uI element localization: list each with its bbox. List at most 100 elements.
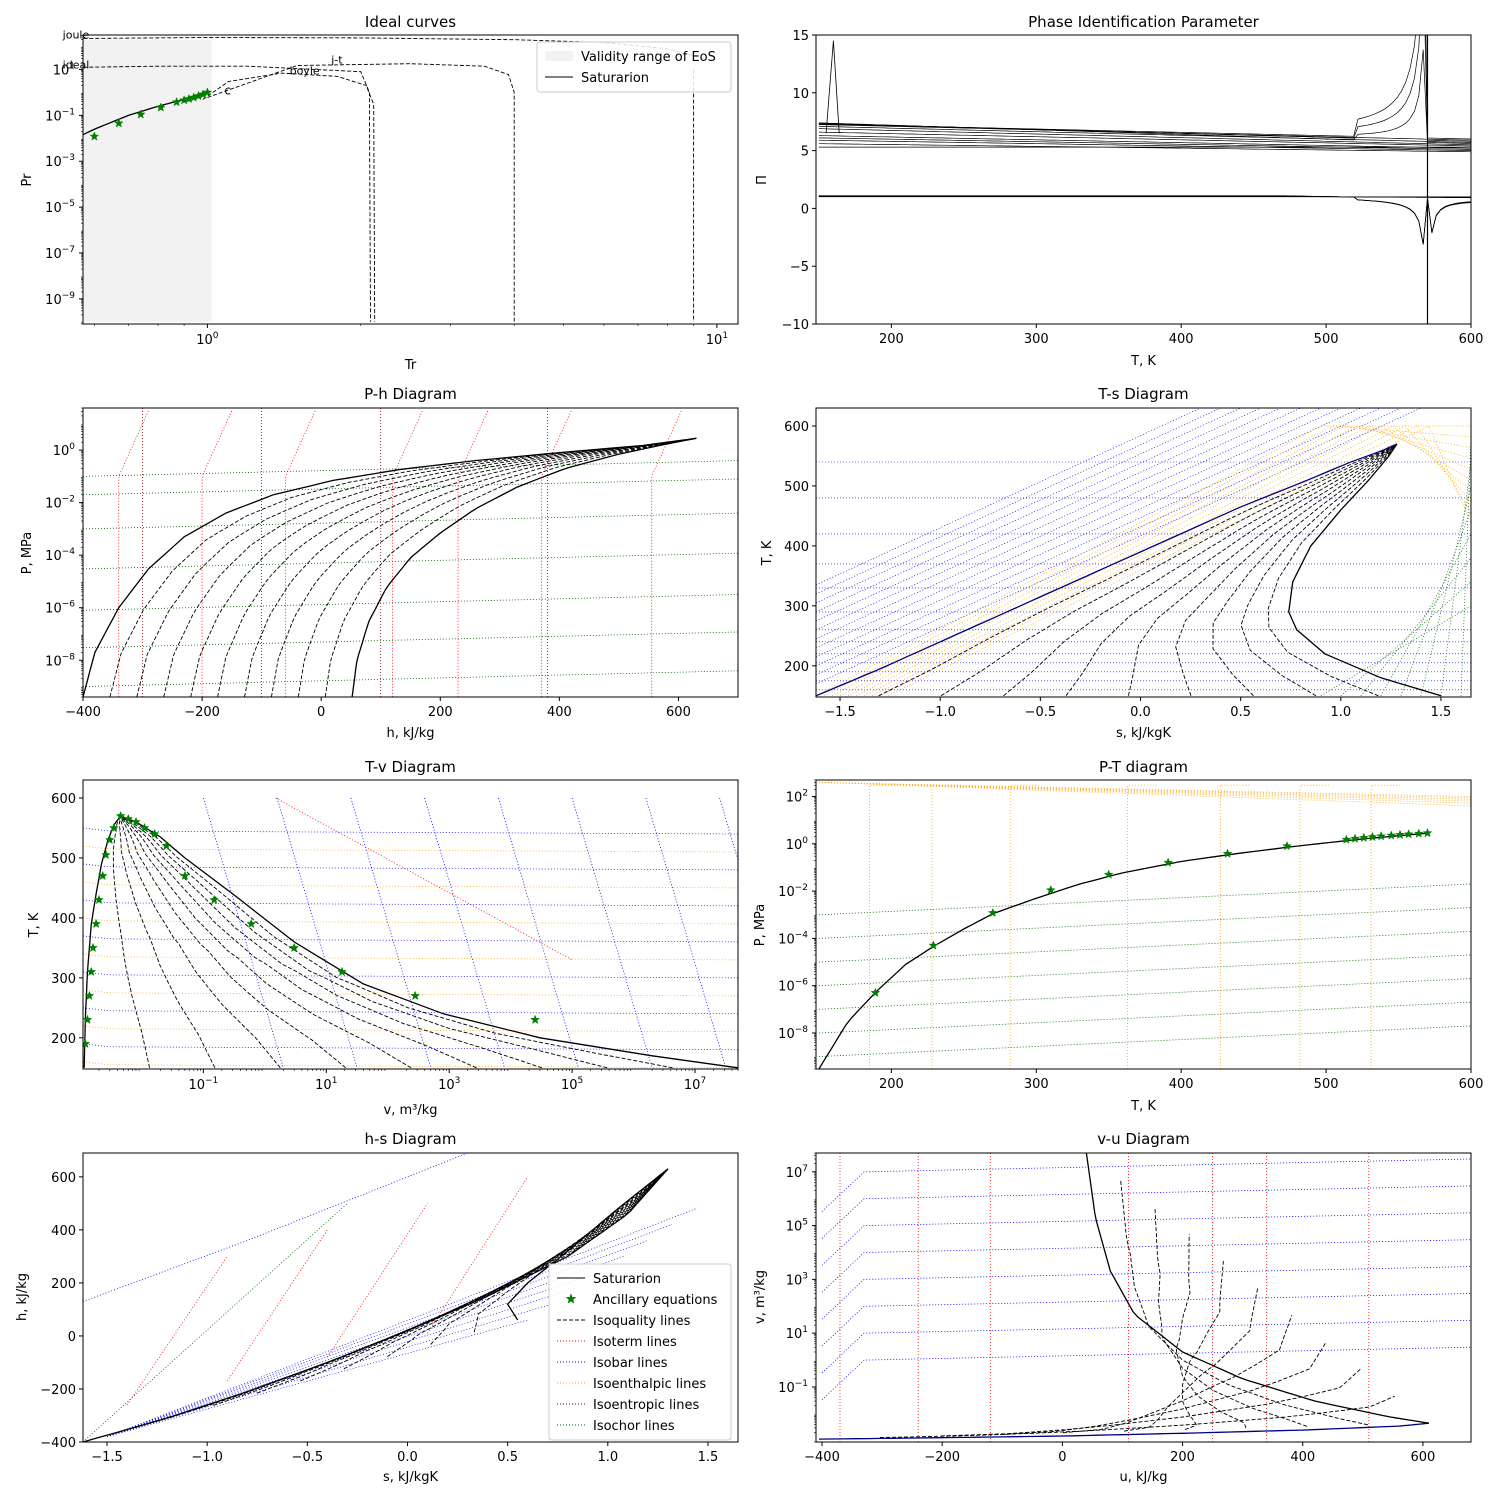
x-tick-label: 300 [1024, 332, 1049, 347]
isochor-line [818, 907, 1471, 939]
x-tick-label: 400 [1169, 332, 1194, 347]
isoquality-line [297, 437, 697, 697]
ancillary-point [530, 1014, 541, 1025]
isobar-fan [106, 1319, 528, 1438]
y-tick-label: 101 [53, 62, 75, 79]
y-tick-label: 10−4 [45, 547, 75, 564]
isoquality-line [1128, 443, 1398, 696]
x-tick-label: 1.0 [1330, 705, 1351, 720]
title-ts: T-s Diagram [1097, 385, 1188, 403]
isoquality-line [213, 1168, 669, 1406]
legend-label: Saturarion [593, 1272, 661, 1287]
isotherm-line [818, 781, 1471, 799]
pip-gas-branch [818, 128, 1471, 146]
ancillary-point [1163, 857, 1174, 867]
isotherm-line [427, 1176, 529, 1334]
isoquality-line [1175, 443, 1398, 696]
xlabel-tv: v, m³/kg [384, 1103, 438, 1118]
ancillary-point [131, 816, 141, 827]
isenthalpic-line [1127, 784, 1157, 1069]
isotherm-line [818, 781, 1471, 804]
isochor-line [424, 797, 505, 1068]
ancillary-point [1422, 827, 1433, 838]
panel-pt: P-T diagram T, K P, MPa [753, 758, 1188, 1114]
x-tick-label: −1.0 [924, 705, 956, 720]
y-tick-label: 107 [786, 1164, 808, 1181]
saturation-curve [818, 832, 1428, 1069]
panel-ts: T-s Diagram s, kJ/kgK T, K [760, 385, 1189, 741]
ancillary-point [987, 907, 998, 918]
x-tick-label: 1.5 [698, 1450, 719, 1465]
ancillary-point [104, 834, 115, 845]
isotherm-line [457, 410, 489, 697]
ancillary-point [86, 966, 97, 977]
saturated-liquid [83, 1168, 669, 1442]
axes-frame [82, 407, 739, 698]
pip-gas-branch [818, 124, 1471, 141]
ancillary-point [1341, 834, 1352, 844]
y-tick-label: 300 [51, 972, 76, 987]
y-tick-label: 100 [53, 442, 76, 459]
ancillary-point [149, 828, 160, 839]
isenthalpic-line [831, 425, 1471, 697]
isotherm-line [126, 1256, 228, 1406]
y-tick-label: 400 [51, 912, 76, 927]
x-tick-label: 500 [1314, 332, 1339, 347]
y-tick-label: 5 [801, 145, 809, 160]
x-tick-label: 0.5 [497, 1450, 518, 1465]
ancillary-point [928, 940, 939, 950]
legend-label: Isochor lines [593, 1419, 675, 1434]
x-tick-label: 200 [879, 1077, 904, 1092]
isoquality-line [190, 437, 697, 697]
curve-label: boyle [290, 65, 320, 78]
y-tick-label: 10 [792, 87, 809, 102]
isochor-line [818, 954, 1471, 987]
y-tick-label: 300 [784, 600, 809, 615]
isoquality-line [1003, 443, 1398, 697]
isoquality-line [940, 1368, 1361, 1437]
isoquality-line [1182, 1261, 1224, 1431]
y-tick-label: 10−7 [45, 245, 75, 262]
y-tick-label: 0 [68, 1330, 76, 1345]
isotherm-line [327, 1203, 428, 1358]
isochor-line [203, 797, 284, 1068]
x-tick-label: 600 [1459, 1077, 1484, 1092]
ancillary-point [202, 87, 213, 97]
isochor-line [83, 631, 738, 649]
title-hs: h-s Diagram [365, 1130, 457, 1148]
x-tick-label: 400 [1169, 1077, 1194, 1092]
isotherm-line [118, 410, 149, 697]
isochor-line [83, 512, 738, 530]
isenthalpic-line [816, 425, 1471, 697]
isotherm-line [201, 410, 233, 697]
ancillary-point [101, 849, 111, 860]
y-tick-label: 400 [784, 540, 809, 555]
y-tick-label: −5 [790, 260, 809, 275]
plot-area-5 [818, 781, 1471, 1069]
isobar-line [83, 899, 738, 907]
y-tick-label: 10−9 [45, 291, 75, 308]
isenthalpic-line [879, 425, 1471, 697]
isochor-line [83, 594, 738, 611]
ancillary-point [115, 810, 126, 821]
ideal-curve [83, 65, 371, 322]
ancillary-point [337, 966, 347, 977]
x-tick-label: −1.5 [91, 1450, 123, 1465]
y-tick-label: 600 [51, 1171, 76, 1186]
axes-frame [815, 34, 1472, 325]
isoquality-line [120, 815, 281, 1069]
legend-label: Isoterm lines [593, 1335, 677, 1350]
plot-area-1 [818, 35, 1471, 324]
isotherm-line [226, 1229, 328, 1382]
x-tick-label: −200 [184, 705, 220, 720]
axes-frame [82, 34, 739, 325]
isobar-line [821, 1319, 1471, 1374]
legend-swatch [545, 51, 573, 61]
isoquality-line [163, 437, 697, 697]
isobar-line [816, 408, 1321, 640]
plot-area-7 [818, 1153, 1471, 1442]
ancillary-point [36, 169, 45, 177]
isobar-line [83, 1153, 468, 1302]
x-tick-label: 200 [879, 332, 904, 347]
